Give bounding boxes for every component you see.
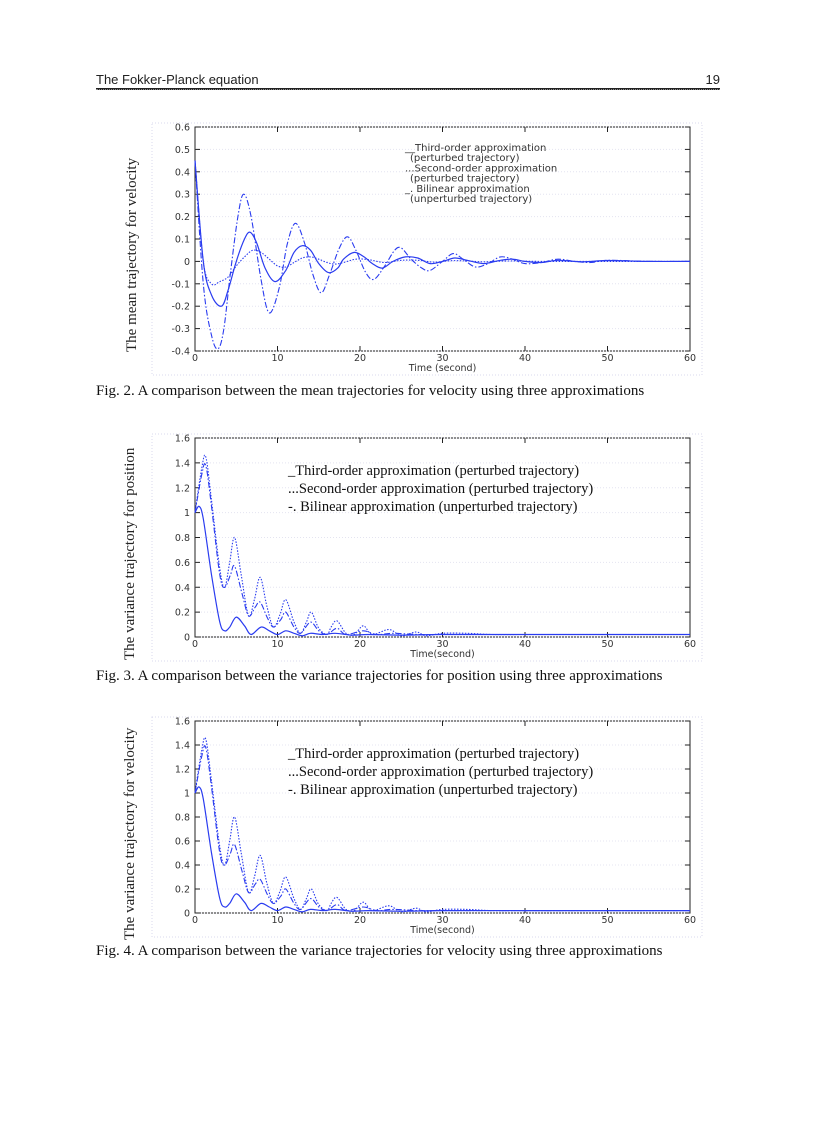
x-axis-label: Time(second): [409, 649, 475, 660]
y-tick-label: 1.2: [175, 483, 190, 494]
y-tick-label: -0.4: [171, 347, 190, 358]
legend-entry: ...Second-order approximation (perturbed…: [288, 481, 593, 497]
y-tick-label: 0.4: [175, 861, 190, 872]
y-tick-label: 1.6: [175, 434, 190, 445]
series-line-dotted: [194, 736, 690, 913]
x-axis-label: Time(second): [409, 925, 475, 936]
figure-caption: Fig. 4. A comparison between the varianc…: [96, 943, 663, 959]
y-tick-label: 0: [184, 257, 190, 268]
figure-frame: [151, 122, 703, 376]
y-tick-label: -0.2: [171, 302, 190, 313]
x-tick-label: 20: [354, 639, 366, 650]
y-tick-label: 0.5: [175, 145, 190, 156]
figure-caption: Fig. 3. A comparison between the varianc…: [96, 668, 663, 684]
y-tick-label: 1.6: [175, 717, 190, 728]
y-tick-label: -0.3: [171, 324, 190, 335]
legend-entry: (perturbed trajectory): [410, 153, 520, 164]
y-tick-label: -0.1: [171, 279, 190, 290]
y-tick-label: 1.2: [175, 765, 190, 776]
y-tick-label: 1.4: [175, 741, 190, 752]
y-tick-label: 0.4: [175, 167, 190, 178]
x-tick-label: 10: [271, 353, 283, 364]
legend-entry: ...Second-order approximation: [405, 163, 557, 174]
x-tick-label: 40: [519, 915, 531, 926]
x-axis-label: Time (second): [408, 363, 477, 374]
y-tick-label: 0.1: [175, 235, 190, 246]
y-tick-label: 0.2: [175, 608, 190, 619]
legend-entry: (unperturbed trajectory): [410, 194, 532, 205]
y-tick-label: 0: [184, 633, 190, 644]
y-axis-label: The variance trajectory for velocity: [122, 727, 138, 940]
x-tick-label: 50: [601, 915, 613, 926]
y-tick-label: 1: [184, 789, 190, 800]
series-line-dashdot: [194, 745, 690, 912]
y-tick-label: 0.6: [175, 558, 190, 569]
header-rule: [96, 88, 720, 90]
x-tick-label: 40: [519, 353, 531, 364]
legend-entry: _Third-order approximation (perturbed tr…: [287, 746, 579, 762]
series-line-solid: [194, 786, 690, 913]
legend-entry: _Third-order approximation (perturbed tr…: [287, 463, 579, 479]
chart-fig-2: -0.4 -0.3 -0.2 -0.1 0 0.1 0.2 0.3 0.4 0.5 0.6 0 10 20…: [151, 122, 703, 376]
x-tick-label: 50: [601, 353, 613, 364]
chart-fig-3: 0 0.2 0.4 0.6 0.8 1 1.2 1.4 1.6 0 10 20 30 40 50 60 Time…: [151, 433, 703, 662]
x-tick-label: 0: [192, 353, 198, 364]
figure-frame: [151, 716, 703, 938]
figure-frame: [151, 433, 703, 662]
x-tick-label: 50: [601, 639, 613, 650]
series-line-solid: [194, 505, 690, 637]
x-tick-label: 60: [684, 639, 696, 650]
y-tick-label: 0.4: [175, 583, 190, 594]
figure-caption: Fig. 2. A comparison between the mean tr…: [96, 383, 645, 399]
x-tick-label: 30: [436, 639, 448, 650]
x-tick-label: 0: [192, 915, 198, 926]
x-tick-label: 0: [192, 639, 198, 650]
y-tick-label: 0.6: [175, 837, 190, 848]
x-tick-label: 10: [271, 639, 283, 650]
x-tick-label: 10: [271, 915, 283, 926]
y-tick-label: 1: [184, 508, 190, 519]
chart-fig-4: 0 0.2 0.4 0.6 0.8 1 1.2 1.4 1.6 0 10 20 30 40 50 60 Time…: [151, 716, 703, 938]
y-tick-label: 0.3: [175, 190, 190, 201]
x-tick-label: 60: [684, 353, 696, 364]
x-tick-label: 30: [436, 353, 448, 364]
x-tick-label: 20: [354, 353, 366, 364]
series-line-dashdot: [194, 463, 690, 636]
legend-entry: (perturbed trajectory): [410, 174, 520, 185]
series-line-dotted: [194, 160, 690, 286]
x-tick-label: 60: [684, 915, 696, 926]
legend-entry: __Third-order approximation: [404, 143, 546, 154]
x-tick-label: 30: [436, 915, 448, 926]
legend-entry: -. Bilinear approximation (unperturbed t…: [288, 782, 578, 798]
page-number: 19: [705, 72, 720, 87]
series-line-dashdot: [194, 160, 691, 350]
y-tick-label: 0.2: [175, 885, 190, 896]
y-axis-label: The mean trajectory for velocity: [124, 157, 140, 352]
plot-area: [194, 437, 691, 638]
plot-area: [194, 126, 691, 352]
x-tick-label: 20: [354, 915, 366, 926]
x-tick-label: 40: [519, 639, 531, 650]
legend-entry: -. Bilinear approximation (unperturbed t…: [288, 499, 578, 515]
y-axis-label: The variance trajectory for position: [122, 447, 138, 660]
plot-area: [194, 720, 691, 914]
y-tick-label: 0.8: [175, 533, 190, 544]
legend-entry: ...Second-order approximation (perturbed…: [288, 764, 593, 780]
running-title: The Fokker-Planck equation: [96, 72, 259, 87]
y-tick-label: 0.2: [175, 212, 190, 223]
legend-entry: _. Bilinear approximation: [404, 184, 530, 195]
y-tick-label: 0: [184, 909, 190, 920]
y-tick-label: 0.8: [175, 813, 190, 824]
y-tick-label: 1.4: [175, 458, 190, 469]
y-tick-label: 0.6: [175, 123, 190, 134]
